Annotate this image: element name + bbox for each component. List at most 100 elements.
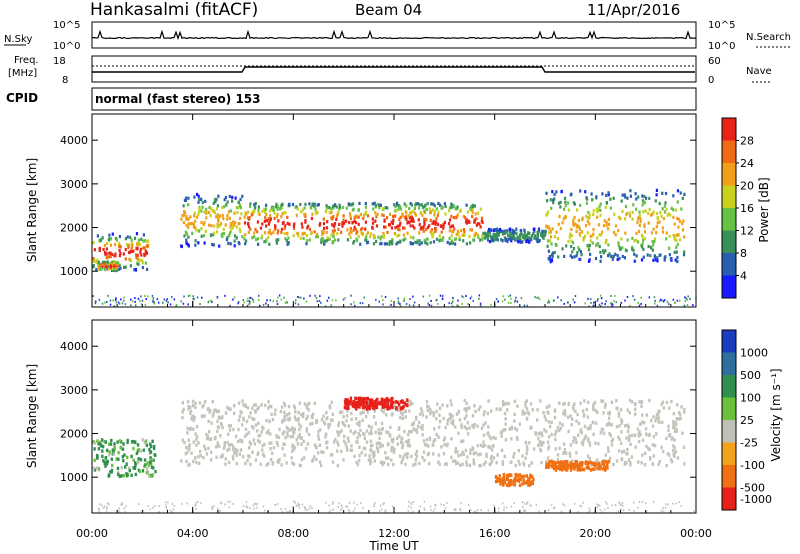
velocity-cell [512, 478, 516, 483]
velocity-cell [657, 462, 660, 466]
velocity-cell [503, 454, 506, 459]
velocity-cell [596, 458, 599, 462]
power-tick-label: 28 [740, 135, 754, 148]
velocity-cell [356, 436, 359, 440]
velocity-cell [181, 438, 184, 442]
velocity-cell [547, 420, 551, 424]
power-cell [451, 230, 454, 234]
power-cell [92, 264, 95, 268]
power-cell [604, 249, 607, 253]
power-cell [403, 299, 405, 302]
power-cell [280, 298, 282, 301]
power-cell [97, 260, 100, 264]
power-cell [382, 213, 385, 217]
power-cell [283, 296, 285, 299]
power-cell [233, 244, 236, 248]
power-cell [228, 231, 232, 235]
velocity-cell [506, 474, 509, 478]
power-cell [221, 234, 224, 238]
power-cell [276, 204, 279, 208]
velocity-cell [328, 406, 332, 410]
power-cell [416, 239, 419, 243]
velocity-cell [621, 450, 624, 454]
power-cell [401, 214, 404, 218]
x-axis-label: Time UT [368, 539, 419, 553]
velocity-cell [477, 407, 481, 412]
velocity-cell [636, 427, 640, 431]
velocity-cell [547, 465, 550, 469]
velocity-cell [352, 509, 355, 512]
power-cell [187, 243, 190, 247]
power-cell [369, 232, 372, 236]
power-cell [264, 207, 267, 211]
velocity-cell [473, 423, 476, 427]
velocity-cell [448, 417, 451, 421]
power-cell [391, 214, 395, 219]
power-cell [557, 222, 560, 226]
velocity-cell [126, 455, 129, 459]
velocity-cell [415, 449, 419, 454]
power-cell [668, 246, 671, 250]
velocity-cell [592, 404, 595, 409]
power-cell [212, 201, 215, 205]
velocity-cell [257, 434, 260, 438]
velocity-cell [203, 400, 207, 404]
velocity-cell [641, 420, 644, 424]
freq-panel-frame [91, 55, 697, 83]
velocity-cell [336, 463, 339, 468]
velocity-cell [596, 410, 599, 414]
velocity-cell [574, 437, 577, 441]
power-cell [511, 231, 514, 235]
power-cell [494, 233, 497, 237]
power-cell [303, 297, 305, 300]
velocity-cell [492, 435, 495, 440]
power-cell [673, 250, 676, 254]
power-cell [212, 243, 215, 247]
velocity-cell [352, 403, 356, 407]
power-cell [594, 256, 598, 261]
power-swatch [722, 253, 736, 276]
velocity-cell [592, 432, 595, 436]
velocity-cell [298, 401, 302, 405]
velocity-cell [392, 400, 395, 405]
power-cell [432, 221, 435, 225]
velocity-cell [235, 462, 238, 466]
power-cell [343, 221, 346, 225]
power-cell [456, 304, 458, 307]
velocity-cell [234, 450, 238, 454]
velocity-cell [297, 504, 299, 507]
velocity-cell [639, 422, 642, 426]
velocity-cell [369, 457, 372, 462]
velocity-cell [421, 427, 424, 431]
power-cell [321, 231, 324, 235]
velocity-cell [660, 445, 663, 450]
power-cell [633, 298, 636, 301]
velocity-cell [237, 439, 240, 444]
power-cell [99, 263, 102, 267]
velocity-cell [203, 414, 206, 418]
velocity-cell [293, 406, 297, 410]
velocity-cell [539, 399, 542, 403]
velocity-cell [668, 406, 671, 410]
power-cell [668, 303, 670, 306]
power-cell [488, 227, 491, 232]
velocity-cell [628, 436, 631, 440]
power-cell [643, 237, 647, 241]
velocity-cell [391, 405, 394, 410]
power-cell [143, 252, 146, 256]
velocity-swatch [722, 442, 736, 466]
power-cell [466, 210, 469, 214]
velocity-cell [437, 453, 441, 457]
power-cell [572, 201, 575, 205]
velocity-cell [597, 464, 600, 469]
velocity-cell [245, 505, 247, 508]
velocity-cell [356, 462, 360, 467]
velocity-cell [375, 398, 378, 403]
power-cell [451, 241, 454, 245]
power-cell [592, 304, 595, 307]
velocity-cell [96, 454, 99, 459]
velocity-cell [556, 457, 560, 462]
velocity-cell [396, 436, 399, 441]
power-cell [536, 296, 538, 299]
power-cell [648, 296, 651, 299]
